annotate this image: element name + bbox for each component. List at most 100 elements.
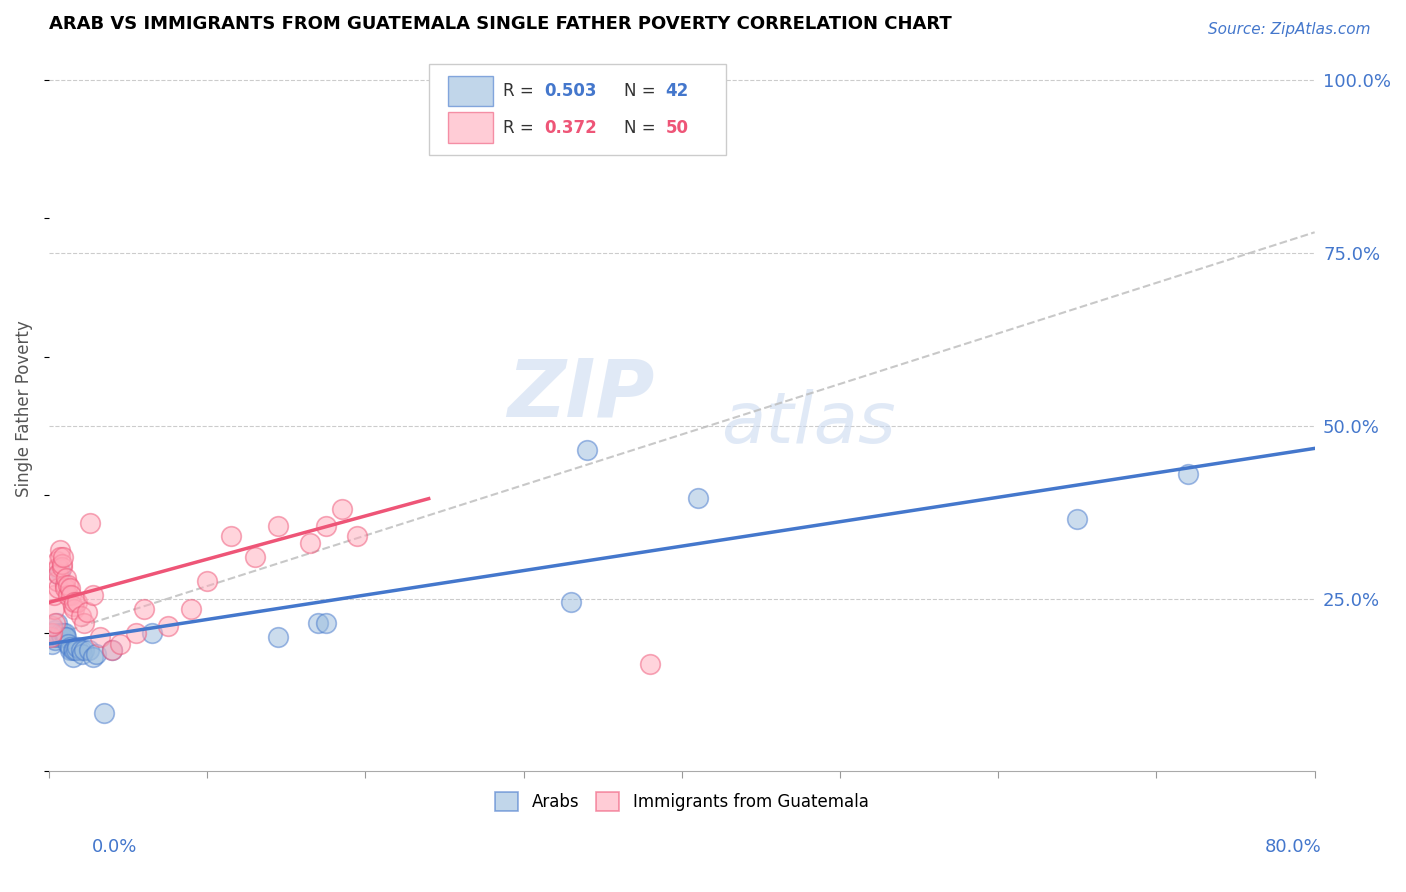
Point bbox=[69, 608, 91, 623]
Point bbox=[42, 630, 65, 644]
Text: R =: R = bbox=[503, 119, 540, 136]
Point bbox=[63, 595, 86, 609]
Point bbox=[1066, 512, 1088, 526]
Point bbox=[307, 615, 329, 630]
Point bbox=[638, 657, 661, 672]
Point bbox=[45, 553, 67, 567]
Text: 0.503: 0.503 bbox=[544, 82, 596, 100]
Text: 42: 42 bbox=[665, 82, 689, 100]
FancyBboxPatch shape bbox=[447, 76, 494, 106]
Point bbox=[56, 588, 79, 602]
Point bbox=[686, 491, 709, 506]
Point bbox=[39, 630, 62, 644]
Point bbox=[65, 643, 87, 657]
Point bbox=[62, 599, 84, 613]
Point bbox=[44, 623, 66, 637]
Point bbox=[48, 567, 70, 582]
Point bbox=[52, 550, 75, 565]
Point bbox=[69, 643, 91, 657]
Text: R =: R = bbox=[503, 82, 540, 100]
Point bbox=[62, 643, 84, 657]
Point bbox=[44, 615, 66, 630]
Point bbox=[156, 619, 179, 633]
Point bbox=[51, 557, 73, 571]
Point bbox=[125, 626, 148, 640]
Point bbox=[346, 529, 368, 543]
Point bbox=[66, 595, 89, 609]
Point bbox=[60, 588, 83, 602]
Point bbox=[58, 643, 80, 657]
Point bbox=[560, 595, 582, 609]
Point bbox=[70, 647, 93, 661]
Point bbox=[141, 626, 163, 640]
Point bbox=[44, 633, 66, 648]
Point bbox=[42, 602, 65, 616]
Point bbox=[45, 574, 67, 589]
Point bbox=[51, 630, 73, 644]
Point bbox=[79, 516, 101, 530]
Point bbox=[108, 636, 131, 650]
Point bbox=[66, 640, 89, 654]
Point bbox=[48, 567, 70, 582]
Point bbox=[298, 536, 321, 550]
Point bbox=[195, 574, 218, 589]
Point bbox=[575, 442, 598, 457]
Point bbox=[49, 564, 72, 578]
Point bbox=[101, 643, 124, 657]
Point bbox=[49, 550, 72, 565]
Point bbox=[41, 626, 63, 640]
Point bbox=[39, 630, 62, 644]
Point bbox=[77, 643, 100, 657]
Point bbox=[89, 630, 111, 644]
Point bbox=[267, 519, 290, 533]
Point bbox=[49, 543, 72, 558]
Point bbox=[49, 626, 72, 640]
Point bbox=[53, 630, 76, 644]
Point bbox=[58, 581, 80, 595]
Point bbox=[42, 588, 65, 602]
Point bbox=[52, 626, 75, 640]
Point bbox=[55, 630, 77, 644]
Point bbox=[82, 650, 104, 665]
Point bbox=[93, 706, 115, 720]
Point bbox=[76, 606, 98, 620]
Point bbox=[219, 529, 242, 543]
Point bbox=[267, 630, 290, 644]
Point bbox=[529, 118, 551, 132]
Point bbox=[45, 626, 67, 640]
Point bbox=[41, 636, 63, 650]
Text: N =: N = bbox=[624, 82, 661, 100]
Text: ZIP: ZIP bbox=[508, 355, 654, 433]
Point bbox=[53, 581, 76, 595]
Point bbox=[45, 615, 67, 630]
Text: atlas: atlas bbox=[721, 389, 896, 458]
Point bbox=[48, 581, 70, 595]
Text: 80.0%: 80.0% bbox=[1265, 838, 1322, 856]
Text: 0.372: 0.372 bbox=[544, 119, 596, 136]
Point bbox=[41, 619, 63, 633]
Point bbox=[63, 602, 86, 616]
FancyBboxPatch shape bbox=[429, 64, 725, 154]
Point bbox=[330, 501, 353, 516]
Point bbox=[62, 650, 84, 665]
Text: 0.0%: 0.0% bbox=[91, 838, 136, 856]
Point bbox=[48, 630, 70, 644]
Text: 50: 50 bbox=[665, 119, 689, 136]
FancyBboxPatch shape bbox=[447, 112, 494, 143]
Text: ARAB VS IMMIGRANTS FROM GUATEMALA SINGLE FATHER POVERTY CORRELATION CHART: ARAB VS IMMIGRANTS FROM GUATEMALA SINGLE… bbox=[49, 15, 952, 33]
Point bbox=[63, 643, 86, 657]
Point bbox=[101, 643, 124, 657]
Legend: Arabs, Immigrants from Guatemala: Arabs, Immigrants from Guatemala bbox=[488, 785, 876, 817]
Point bbox=[82, 588, 104, 602]
Point bbox=[53, 626, 76, 640]
Y-axis label: Single Father Poverty: Single Father Poverty bbox=[15, 320, 32, 497]
Text: N =: N = bbox=[624, 119, 661, 136]
Point bbox=[73, 643, 96, 657]
Point bbox=[243, 550, 266, 565]
Point bbox=[44, 564, 66, 578]
Point bbox=[58, 640, 80, 654]
Point bbox=[1177, 467, 1199, 482]
Text: Source: ZipAtlas.com: Source: ZipAtlas.com bbox=[1208, 22, 1371, 37]
Point bbox=[51, 560, 73, 574]
Point bbox=[315, 615, 337, 630]
